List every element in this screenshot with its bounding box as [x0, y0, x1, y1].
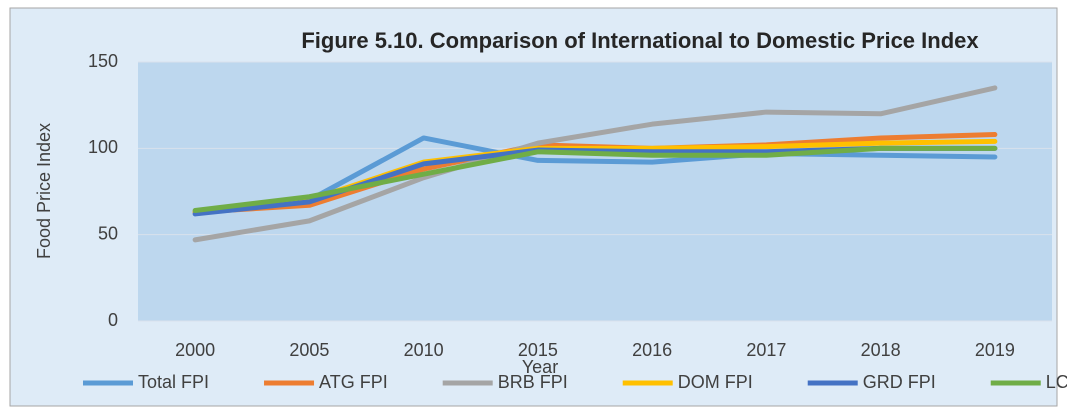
- legend-label: GRD FPI: [863, 372, 936, 392]
- series-line: [192, 145, 998, 213]
- y-tick-label: 50: [98, 223, 118, 243]
- x-tick-label: 2016: [632, 340, 672, 360]
- y-tick-label: 150: [88, 51, 118, 71]
- x-tick-label: 2000: [175, 340, 215, 360]
- legend-label: DOM FPI: [678, 372, 753, 392]
- x-axis-label: Year: [522, 357, 558, 377]
- x-tick-label: 2010: [404, 340, 444, 360]
- x-tick-label: 2018: [861, 340, 901, 360]
- y-tick-label: 0: [108, 310, 118, 330]
- series-line: [192, 135, 998, 215]
- x-tick-label: 2017: [746, 340, 786, 360]
- legend-label: Total FPI: [138, 372, 209, 392]
- y-tick-label: 100: [88, 137, 118, 157]
- legend-label: LCA FPI: [1046, 372, 1067, 392]
- series-line: [192, 85, 998, 243]
- legend-label: BRB FPI: [498, 372, 568, 392]
- plot-area: [138, 62, 1052, 321]
- x-tick-label: 2005: [289, 340, 329, 360]
- x-tick-label: 2019: [975, 340, 1015, 360]
- x-tick-label: 2015: [518, 340, 558, 360]
- y-axis-label: Food Price Index: [34, 123, 54, 259]
- legend-label: ATG FPI: [319, 372, 388, 392]
- chart-title: Figure 5.10. Comparison of International…: [301, 28, 979, 53]
